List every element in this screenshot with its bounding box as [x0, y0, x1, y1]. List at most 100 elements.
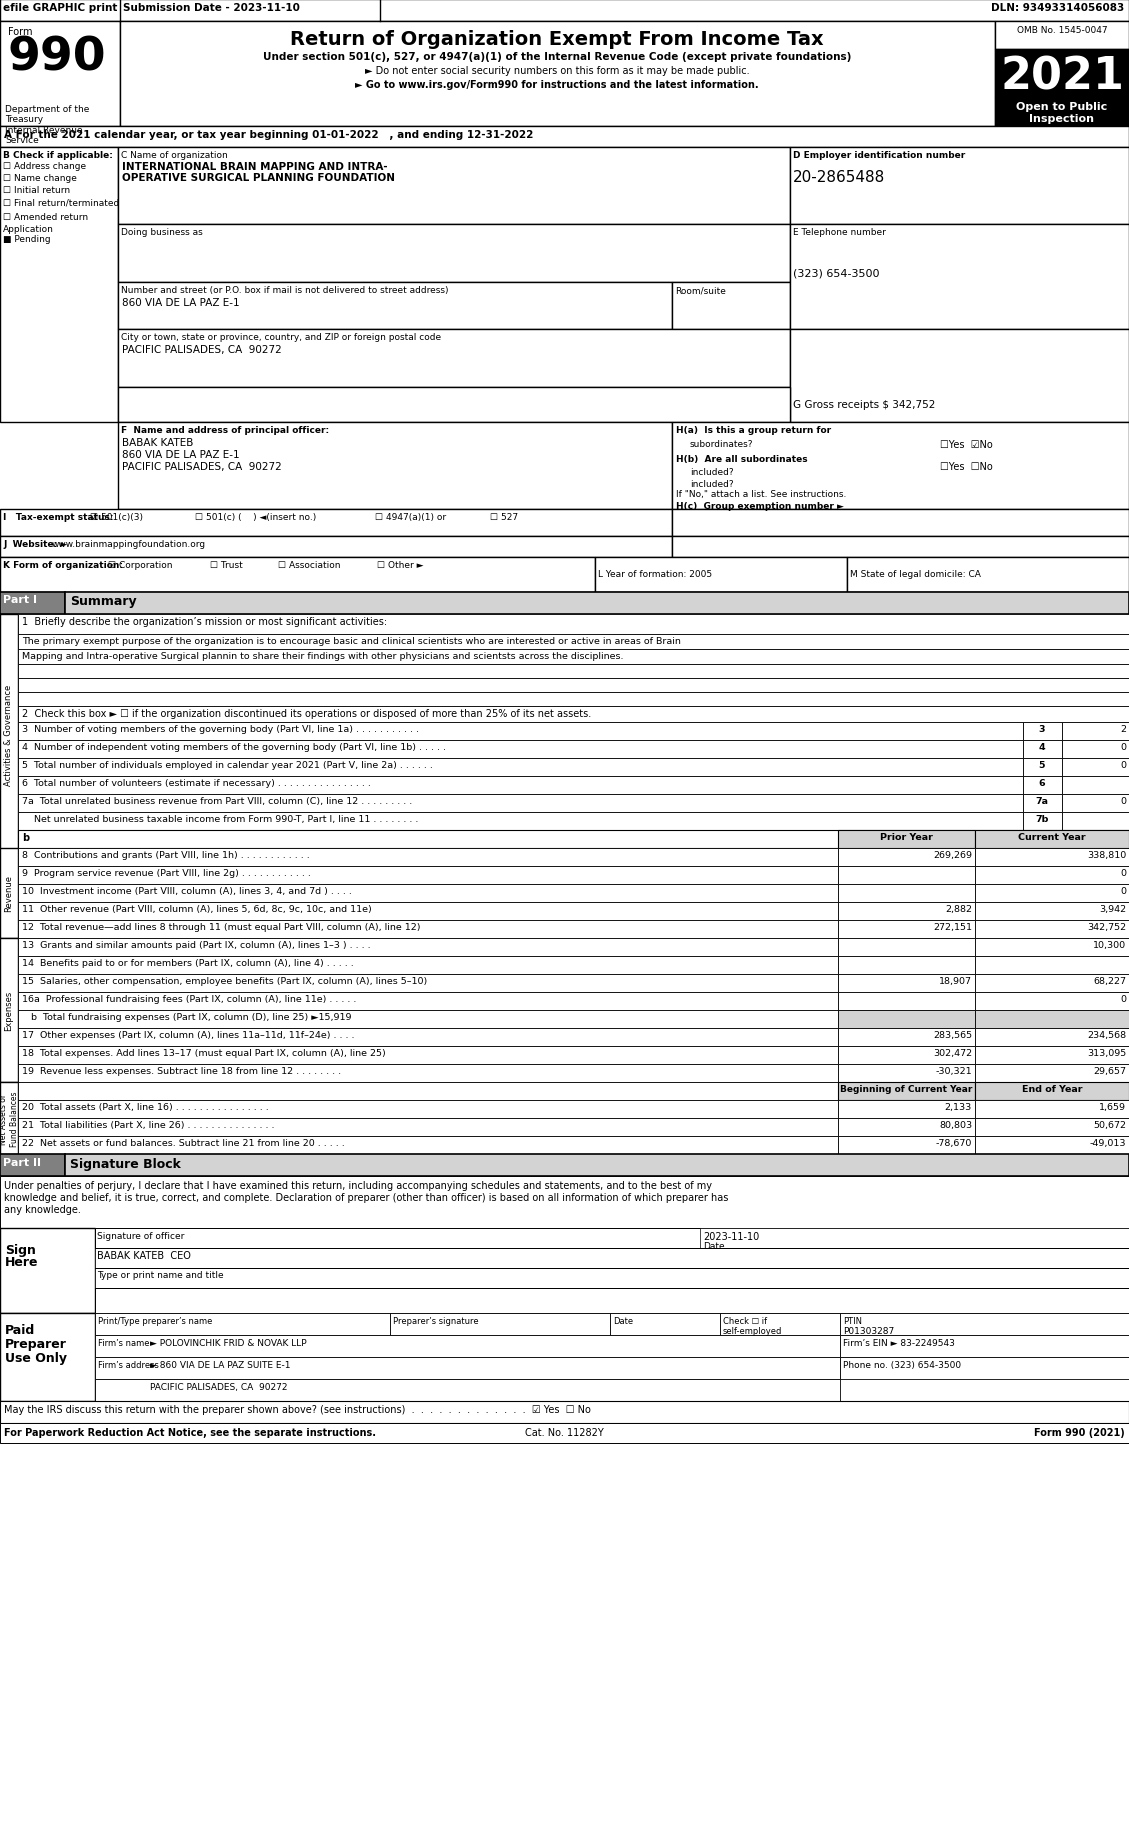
Bar — [0, 1314, 95, 1402]
Bar — [18, 1010, 838, 1028]
Text: Date: Date — [703, 1241, 725, 1250]
Text: 234,568: 234,568 — [1087, 1030, 1126, 1039]
Bar — [390, 1314, 610, 1336]
Bar — [840, 1358, 1129, 1380]
Bar — [838, 902, 975, 920]
Text: L Year of formation: 2005: L Year of formation: 2005 — [598, 569, 712, 578]
Bar — [18, 706, 1129, 723]
Text: DLN: 93493314056083: DLN: 93493314056083 — [991, 4, 1124, 13]
Text: ☑ 501(c)(3): ☑ 501(c)(3) — [90, 512, 143, 522]
Text: Date: Date — [613, 1316, 633, 1325]
Text: ☐ 501(c) (    ) ◄(insert no.): ☐ 501(c) ( ) ◄(insert no.) — [195, 512, 316, 522]
Bar — [0, 849, 18, 939]
Text: Form: Form — [8, 27, 33, 37]
Text: Under section 501(c), 527, or 4947(a)(1) of the Internal Revenue Code (except pr: Under section 501(c), 527, or 4947(a)(1)… — [263, 51, 851, 62]
Text: OPERATIVE SURGICAL PLANNING FOUNDATION: OPERATIVE SURGICAL PLANNING FOUNDATION — [122, 172, 395, 183]
Bar — [847, 558, 1129, 593]
Text: Paid: Paid — [5, 1323, 35, 1336]
Text: ☐ Trust: ☐ Trust — [210, 560, 243, 569]
Text: Part II: Part II — [3, 1157, 41, 1168]
Bar — [95, 1248, 1129, 1268]
Text: Activities & Governance: Activities & Governance — [5, 684, 14, 785]
Text: Revenue: Revenue — [5, 875, 14, 911]
Bar — [838, 831, 975, 849]
Bar — [1062, 723, 1129, 741]
Text: 0: 0 — [1120, 886, 1126, 895]
Text: -49,013: -49,013 — [1089, 1138, 1126, 1147]
Bar — [65, 1155, 1129, 1177]
Text: The primary exempt purpose of the organization is to encourage basic and clinica: The primary exempt purpose of the organi… — [21, 637, 681, 646]
Bar — [0, 1082, 18, 1155]
Bar — [0, 1155, 65, 1177]
Bar — [18, 759, 1023, 776]
Bar — [838, 1136, 975, 1155]
Bar — [975, 1100, 1129, 1118]
Bar — [18, 776, 1023, 794]
Bar — [975, 1118, 1129, 1136]
Text: 2021: 2021 — [1000, 55, 1124, 99]
Text: Preparer’s signature: Preparer’s signature — [393, 1316, 479, 1325]
Text: 3  Number of voting members of the governing body (Part VI, line 1a) . . . . . .: 3 Number of voting members of the govern… — [21, 725, 419, 734]
Bar — [18, 1136, 838, 1155]
Bar — [18, 974, 838, 992]
Text: 7a: 7a — [1035, 796, 1049, 805]
Text: -30,321: -30,321 — [935, 1067, 972, 1076]
Bar — [672, 423, 1129, 511]
Bar — [119, 388, 790, 423]
Bar — [18, 1118, 838, 1136]
Bar — [18, 849, 838, 867]
Text: City or town, state or province, country, and ZIP or foreign postal code: City or town, state or province, country… — [121, 333, 441, 342]
Text: Under penalties of perjury, I declare that I have examined this return, includin: Under penalties of perjury, I declare th… — [5, 1180, 712, 1190]
Text: 6: 6 — [1039, 778, 1045, 787]
Bar — [18, 615, 1129, 635]
Text: Return of Organization Exempt From Income Tax: Return of Organization Exempt From Incom… — [290, 29, 824, 49]
Bar — [18, 884, 838, 902]
Text: 15  Salaries, other compensation, employee benefits (Part IX, column (A), lines : 15 Salaries, other compensation, employe… — [21, 977, 427, 986]
Text: 3,942: 3,942 — [1099, 904, 1126, 913]
Bar — [975, 1136, 1129, 1155]
Bar — [1023, 794, 1062, 813]
Text: G Gross receipts $ 342,752: G Gross receipts $ 342,752 — [793, 399, 935, 410]
Text: D Employer identification number: D Employer identification number — [793, 150, 965, 159]
Bar — [975, 902, 1129, 920]
Bar — [672, 284, 790, 329]
Bar — [1062, 776, 1129, 794]
Bar — [838, 992, 975, 1010]
Text: 8  Contributions and grants (Part VIII, line 1h) . . . . . . . . . . . .: 8 Contributions and grants (Part VIII, l… — [21, 851, 309, 860]
Bar — [975, 849, 1129, 867]
Text: b  Total fundraising expenses (Part IX, column (D), line 25) ►15,919: b Total fundraising expenses (Part IX, c… — [21, 1012, 351, 1021]
Bar — [95, 1380, 840, 1402]
Bar — [1062, 813, 1129, 831]
Text: Expenses: Expenses — [5, 990, 14, 1030]
Text: A For the 2021 calendar year, or tax year beginning 01-01-2022   , and ending 12: A For the 2021 calendar year, or tax yea… — [5, 130, 533, 139]
Text: INTERNATIONAL BRAIN MAPPING AND INTRA-: INTERNATIONAL BRAIN MAPPING AND INTRA- — [122, 161, 387, 172]
Bar — [995, 22, 1129, 49]
Bar — [995, 49, 1129, 99]
Bar — [0, 22, 120, 126]
Text: Preparer: Preparer — [5, 1338, 67, 1351]
Bar — [119, 329, 790, 388]
Text: Number and street (or P.O. box if mail is not delivered to street address): Number and street (or P.O. box if mail i… — [121, 285, 448, 295]
Bar — [838, 1100, 975, 1118]
Text: Form 990 (2021): Form 990 (2021) — [1034, 1427, 1124, 1437]
Text: ☐ Initial return: ☐ Initial return — [3, 187, 70, 194]
Text: 2: 2 — [1120, 725, 1126, 734]
Text: ☐ 527: ☐ 527 — [490, 512, 518, 522]
Bar — [838, 974, 975, 992]
Bar — [18, 664, 1129, 679]
Text: 3: 3 — [1039, 725, 1045, 734]
Text: ► POLOVINCHIK FRID & NOVAK LLP: ► POLOVINCHIK FRID & NOVAK LLP — [150, 1338, 307, 1347]
Text: OMB No. 1545-0047: OMB No. 1545-0047 — [1017, 26, 1108, 35]
Bar — [672, 511, 1129, 536]
Bar — [975, 1047, 1129, 1065]
Bar — [119, 148, 790, 225]
Bar — [975, 1082, 1129, 1100]
Text: 10  Investment income (Part VIII, column (A), lines 3, 4, and 7d ) . . . .: 10 Investment income (Part VIII, column … — [21, 886, 352, 895]
Bar — [790, 148, 1129, 225]
Text: ☐Yes  ☐No: ☐Yes ☐No — [940, 461, 992, 472]
Text: ☐ 4947(a)(1) or: ☐ 4947(a)(1) or — [375, 512, 446, 522]
Text: Current Year: Current Year — [1018, 833, 1086, 842]
Bar — [95, 1314, 390, 1336]
Text: 1,659: 1,659 — [1099, 1102, 1126, 1111]
Bar — [975, 1010, 1129, 1028]
